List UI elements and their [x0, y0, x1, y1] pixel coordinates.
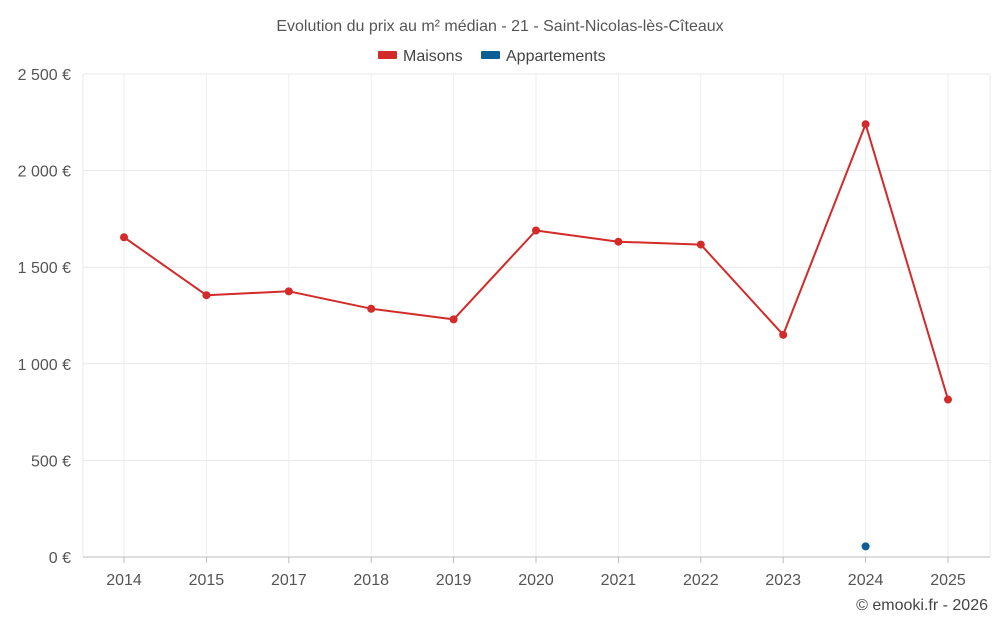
y-tick-label: 2 000 €	[18, 164, 71, 181]
legend-swatch-appartements	[481, 51, 500, 59]
x-tick-label: 2024	[848, 572, 884, 589]
y-tick-label: 500 €	[31, 453, 71, 470]
legend-label-maisons: Maisons	[403, 48, 463, 65]
data-point-maisons[interactable]	[944, 395, 952, 404]
data-point-maisons[interactable]	[367, 304, 376, 313]
legend-item-maisons[interactable]: Maisons	[378, 48, 463, 65]
data-point-maisons[interactable]	[532, 226, 540, 235]
data-point-maisons[interactable]	[284, 287, 293, 296]
x-tick-label: 2021	[601, 572, 637, 589]
x-tick-label: 2022	[683, 572, 719, 589]
data-point-maisons[interactable]	[449, 315, 458, 324]
x-tick-label: 2014	[106, 572, 142, 589]
x-tick-label: 2019	[436, 572, 472, 589]
data-point-maisons[interactable]	[779, 330, 788, 339]
x-tick-label: 2018	[353, 572, 389, 589]
y-tick-label: 1 500 €	[18, 260, 71, 277]
data-point-maisons[interactable]	[614, 237, 623, 246]
legend-label-appartements: Appartements	[506, 48, 606, 65]
y-tick-label: 1 000 €	[18, 357, 71, 374]
y-tick-label: 0 €	[49, 550, 71, 567]
chart-title: Evolution du prix au m² médian - 21 - Sa…	[276, 18, 723, 35]
grid	[82, 73, 991, 557]
x-tick-label: 2017	[271, 572, 307, 589]
legend-item-appartements[interactable]: Appartements	[481, 48, 606, 65]
y-axis: 0 € 500 € 1 000 € 1 500 € 2 000 € 2 500 €	[18, 67, 71, 567]
data-point-appartements[interactable]	[861, 542, 870, 551]
x-tick-label: 2023	[765, 572, 801, 589]
data-point-maisons[interactable]	[696, 240, 705, 249]
x-tick-label: 2020	[518, 572, 554, 589]
data-point-maisons[interactable]	[120, 233, 128, 242]
x-tick-label: 2015	[189, 572, 225, 589]
data-point-maisons[interactable]	[202, 291, 211, 300]
x-axis: 2014 2015 2017 2018 2019 2020 2021 2022 2023 2024…	[83, 556, 990, 589]
data-point-maisons[interactable]	[861, 120, 870, 129]
chart-credit: © emooki.fr - 2026	[856, 597, 988, 614]
series-layer	[120, 120, 952, 551]
x-tick-label: 2025	[930, 572, 966, 589]
legend-swatch-maisons	[378, 51, 397, 59]
legend: Maisons Appartements	[378, 48, 606, 65]
y-tick-label: 2 500 €	[18, 67, 71, 84]
